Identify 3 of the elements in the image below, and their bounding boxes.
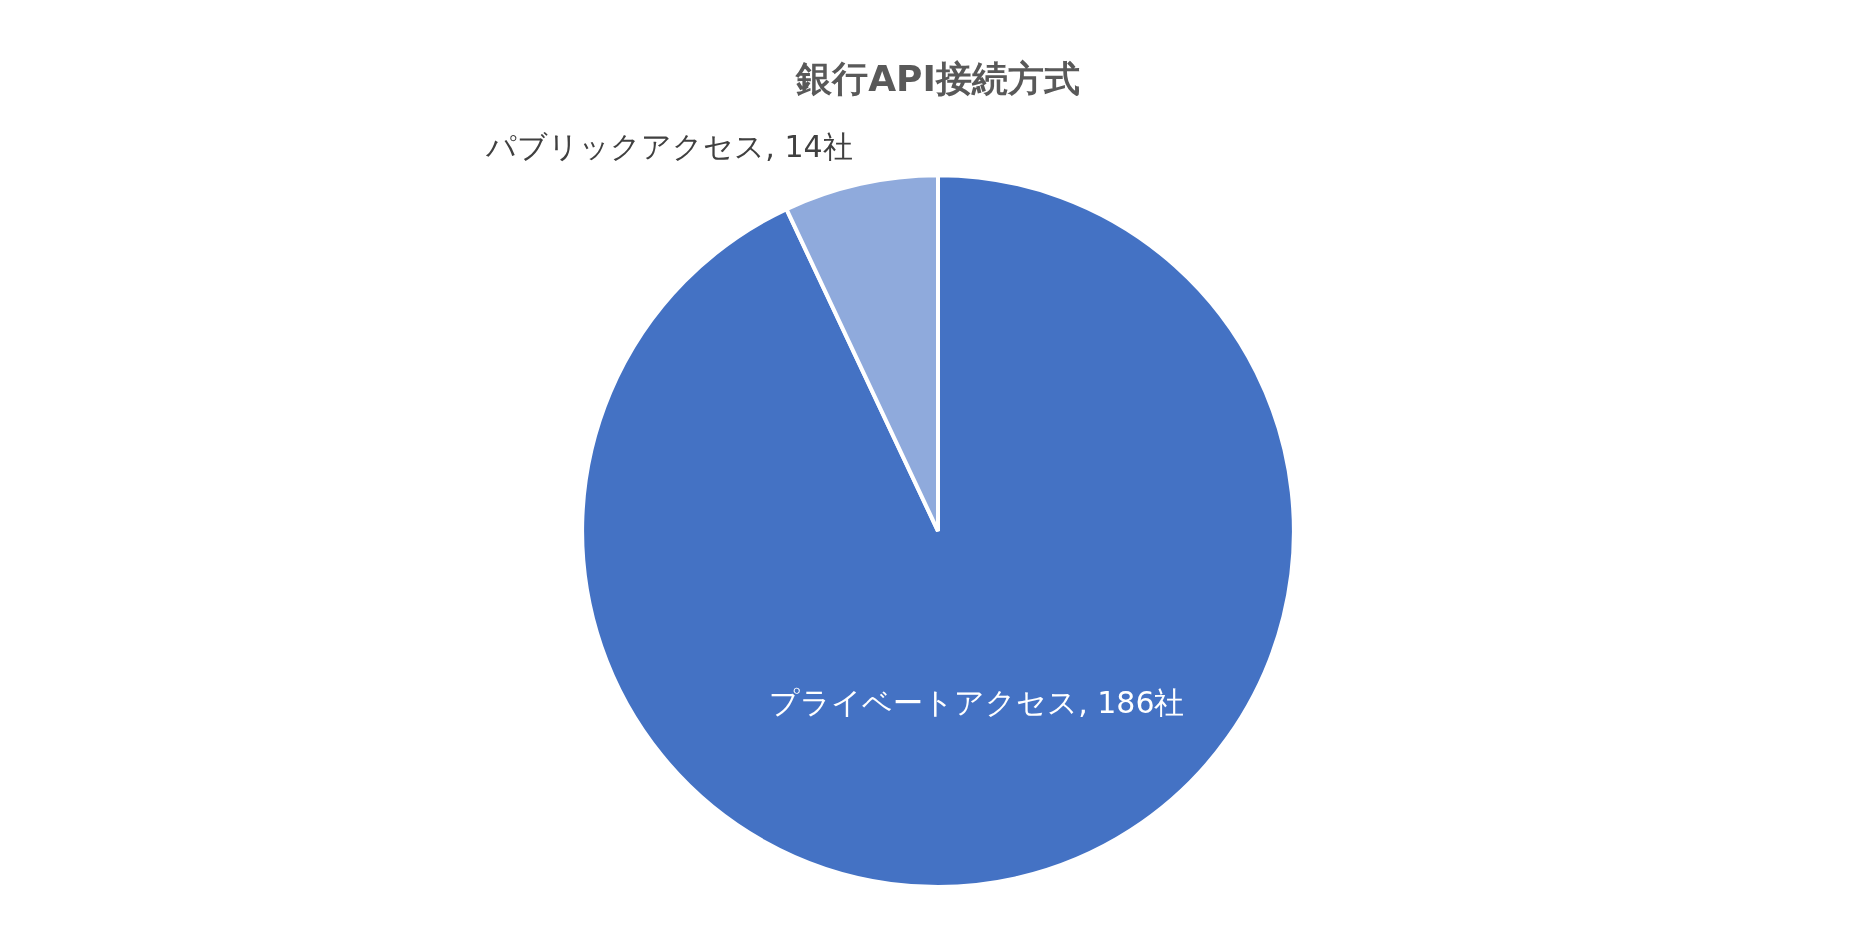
slice-label: プライベートアクセス, 186社	[769, 684, 1185, 720]
slice-label: パブリックアクセス, 14社	[485, 128, 853, 164]
chart-title: 銀行API接続方式	[795, 57, 1080, 99]
